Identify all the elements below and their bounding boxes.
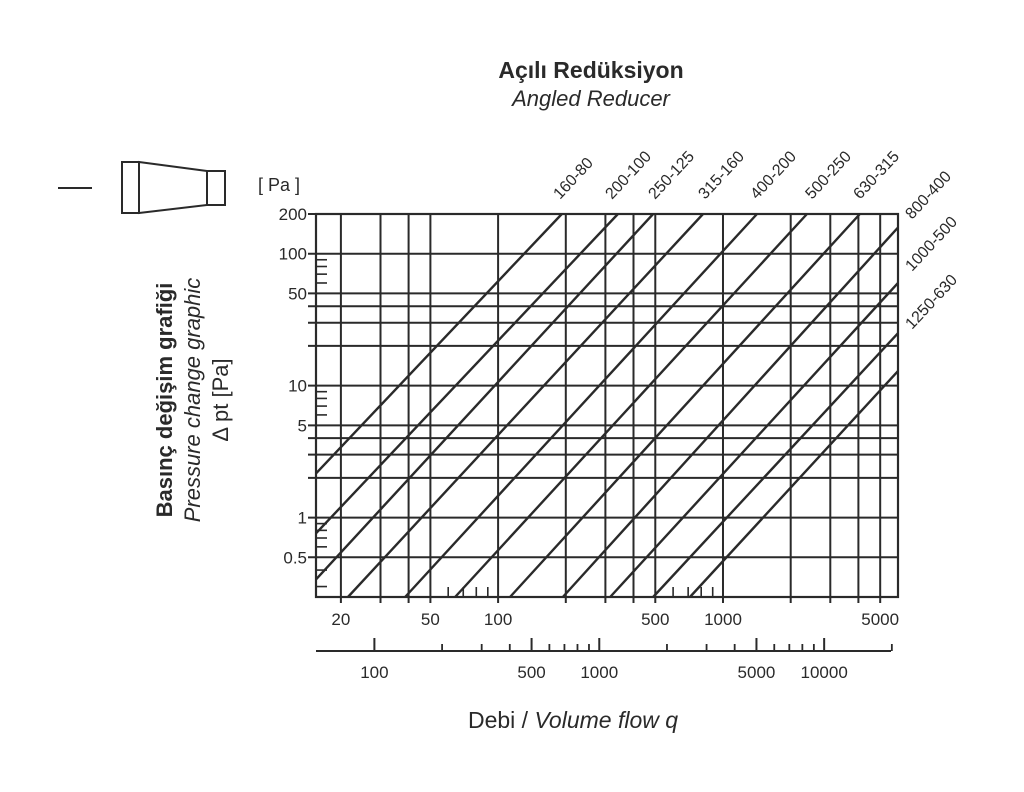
series-label: 200-100 [602,148,655,203]
y-tick-label: 1 [298,509,307,528]
x-title-english: Volume flow q [534,707,678,733]
y-axis-title: Basınç değişim grafiği Pressure change g… [152,278,233,523]
series-label: 630-315 [850,148,903,203]
series-line [347,213,704,598]
angled-reducer-icon [58,160,226,215]
series-line [689,370,899,598]
series-line [404,213,758,598]
y-title-english: Pressure change graphic [180,278,205,523]
x-axis-title: Debi / Volume flow q [468,707,678,733]
series-line [509,213,861,598]
chart-title: Açılı Redüksiyon [498,57,683,83]
series-line [315,213,655,581]
y-tick-label: 10 [288,377,307,396]
x-tick-label: 100 [484,610,512,629]
y-title-symbol: Δ pt [Pa] [208,358,233,441]
y-unit-label: [ Pa ] [258,175,300,195]
y-tick-label: 200 [279,205,307,224]
plot-frame [314,212,900,599]
series-label: 160-80 [550,155,596,203]
series-label: 1250-630 [902,272,961,333]
series-line [609,282,899,598]
secondary-x-tick-label: 500 [517,663,545,682]
y-tick-label: 100 [279,245,307,264]
series-line [454,213,808,598]
chart-subtitle: Angled Reducer [510,86,671,111]
secondary-x-tick-label: 1000 [580,663,618,682]
series-line [652,332,899,598]
secondary-x-tick-label: 10000 [801,663,848,682]
series-lines [315,213,899,598]
series-label: 250-125 [645,148,698,203]
series-line [315,213,619,535]
series-label: 400-200 [747,148,800,203]
x-tick-label: 500 [641,610,669,629]
x-tick-label: 20 [331,610,350,629]
series-label: 1000-500 [902,214,961,275]
secondary-x-tick-label: 100 [360,663,388,682]
series-label: 500-250 [802,148,855,203]
y-tick-label: 0.5 [283,548,307,567]
y-tick-label: 50 [288,284,307,303]
secondary-x-tick-label: 5000 [738,663,776,682]
x-tick-label: 50 [421,610,440,629]
y-tick-label: 5 [298,416,307,435]
axis-ticks [316,258,893,652]
x-tick-label: 5000 [861,610,899,629]
x-tick-label: 1000 [704,610,742,629]
series-line [561,226,899,598]
x-title-turkish: Debi / [468,707,534,733]
series-line [315,213,563,475]
y-title-turkish: Basınç değişim grafiği [152,283,177,518]
series-label: 315-160 [695,148,748,203]
